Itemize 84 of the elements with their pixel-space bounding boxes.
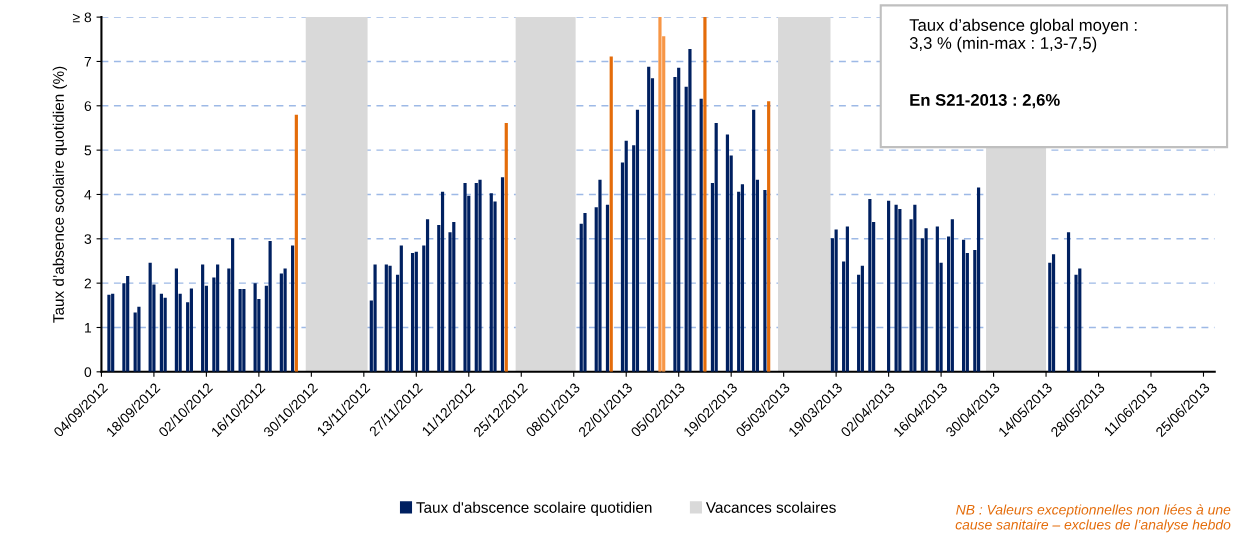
y-tick-label: 3 (84, 234, 92, 244)
bar (1078, 268, 1082, 372)
bar (201, 264, 205, 372)
bar (283, 268, 287, 372)
y-tick-label: 5 (84, 145, 92, 156)
bar (935, 226, 939, 372)
bar (388, 265, 392, 372)
text: NB : Valeurs exceptionnelles non liées à une cause sanitaire – exclues de l’analyse hebdo (955, 504, 1231, 533)
y-tick-label: 1 (85, 322, 92, 333)
bar (624, 140, 628, 372)
bar (500, 177, 505, 372)
bar (294, 114, 298, 372)
bar (291, 245, 295, 372)
bar (474, 182, 478, 372)
bar (111, 293, 115, 372)
bar (107, 294, 111, 372)
bar (763, 190, 767, 372)
bar (894, 204, 898, 372)
bar (238, 288, 242, 372)
y-tick-label: ≥ 8 (72, 12, 92, 23)
bar (699, 98, 703, 372)
y-tick-label: 6 (84, 101, 92, 111)
bar (767, 101, 771, 372)
bar (268, 241, 272, 372)
bar (489, 193, 493, 372)
bar (976, 187, 981, 372)
annotation: En S21-2013 : 2,6% (910, 94, 1060, 109)
bar (635, 109, 640, 372)
bar (1051, 254, 1056, 372)
bar (598, 179, 602, 372)
bar (703, 17, 707, 372)
bar (384, 264, 388, 372)
bar (253, 283, 257, 372)
bar (898, 209, 902, 372)
bar (924, 228, 928, 372)
bar (677, 67, 681, 372)
y-axis-title: Taux d’absence scolaire quotidien (%) (52, 66, 67, 323)
bar (126, 276, 130, 372)
y-tick-label: 7 (84, 56, 92, 67)
bar (189, 288, 193, 372)
bar (1066, 232, 1071, 372)
bar (605, 204, 610, 372)
bar (834, 229, 838, 372)
y-tick-label: 0 (84, 367, 92, 377)
bar (913, 204, 917, 372)
bar (752, 109, 756, 372)
bar (658, 17, 662, 372)
bar (163, 297, 167, 372)
bar (845, 226, 849, 372)
bar (504, 123, 508, 372)
bar (174, 268, 178, 372)
bar (410, 253, 415, 372)
annotation: Taux d’absence global moyen : 3,3 % (min-max : 1,3-7,5) (909, 18, 1137, 53)
bar (740, 184, 745, 372)
y-tick-label: 4 (84, 189, 92, 200)
bar (414, 251, 418, 372)
bar (868, 198, 872, 372)
bar (216, 264, 220, 372)
bar (961, 239, 966, 372)
legend-label: Taux d'abscence scolaire quotidien (416, 501, 652, 516)
bar (231, 238, 235, 372)
bar (452, 221, 456, 372)
bar (463, 182, 467, 372)
bar (242, 288, 246, 372)
bar (279, 273, 283, 372)
y-tick-label: 2 (84, 278, 92, 289)
bar (725, 134, 730, 372)
bar (159, 293, 163, 372)
bar (583, 213, 587, 372)
legend-label: Vacances scolaires (705, 501, 836, 513)
bar (714, 123, 718, 372)
bar (399, 245, 403, 372)
bar (950, 219, 954, 372)
bar (137, 306, 141, 372)
bar (440, 191, 445, 372)
bar (148, 262, 152, 372)
bar (887, 200, 891, 372)
bar (688, 49, 692, 372)
bar (478, 179, 482, 372)
bar (860, 265, 864, 372)
bar (373, 264, 377, 372)
bar (647, 66, 651, 372)
bar (609, 56, 613, 372)
bar (425, 219, 430, 372)
